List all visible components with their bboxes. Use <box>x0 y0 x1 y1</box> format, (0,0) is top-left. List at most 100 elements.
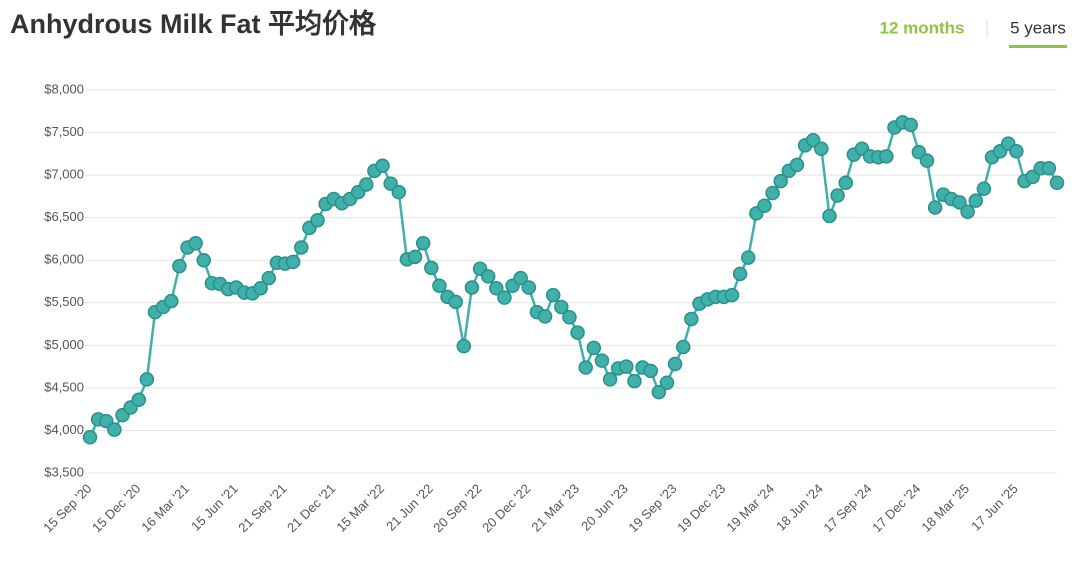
point <box>643 363 658 379</box>
x-tick-label: 18 Mar '25 <box>918 481 972 535</box>
y-tick-label: $4,500 <box>44 379 84 394</box>
chart-title: Anhydrous Milk Fat 平均价格 <box>10 9 377 39</box>
point <box>773 173 788 189</box>
y-tick-label: $6,000 <box>44 252 84 267</box>
y-tick-label: $8,000 <box>44 81 84 96</box>
tab[interactable]: 5 years <box>1010 18 1066 37</box>
point <box>196 252 212 268</box>
point <box>1041 161 1057 176</box>
point <box>562 309 577 325</box>
point <box>448 294 463 310</box>
x-tick-label: 15 Jun '21 <box>188 481 241 534</box>
point <box>1009 144 1024 159</box>
point <box>464 280 480 295</box>
y-tick-label: $7,500 <box>44 124 84 139</box>
point <box>724 287 740 303</box>
x-tick-label: 15 Sep '20 <box>40 481 94 535</box>
point <box>82 430 98 445</box>
point <box>407 249 423 265</box>
point <box>285 254 301 270</box>
x-tick-label: 20 Jun '23 <box>578 481 631 534</box>
x-tick-label: 15 Dec '20 <box>89 481 143 535</box>
x-tick-label: 15 Mar '22 <box>333 481 387 535</box>
y-tick-label: $5,500 <box>44 294 84 309</box>
point <box>586 340 602 356</box>
y-tick-label: $5,000 <box>44 337 84 352</box>
point <box>310 212 325 228</box>
point <box>1049 175 1065 191</box>
point <box>545 287 561 303</box>
point <box>570 325 585 340</box>
point <box>424 260 439 276</box>
x-tick-label: 19 Dec '23 <box>674 481 728 535</box>
point <box>651 384 667 400</box>
point <box>188 235 203 251</box>
point <box>415 235 431 251</box>
point <box>879 149 894 164</box>
point <box>627 373 642 389</box>
point <box>903 117 918 133</box>
point <box>952 195 967 210</box>
point <box>757 198 772 214</box>
x-tick-label: 21 Mar '23 <box>528 481 582 535</box>
point <box>537 309 553 324</box>
point <box>480 269 496 284</box>
point <box>131 392 147 408</box>
point <box>359 177 374 192</box>
point <box>667 356 683 372</box>
point <box>919 153 935 168</box>
point <box>107 422 122 437</box>
point <box>456 338 472 354</box>
point <box>732 266 748 282</box>
x-tick-label: 21 Jun '22 <box>383 481 436 534</box>
point <box>521 280 537 295</box>
point <box>822 208 837 224</box>
y-tick-label: $4,000 <box>44 422 84 437</box>
x-tick-label: 19 Sep '23 <box>625 481 679 535</box>
point <box>432 278 447 294</box>
x-tick-label: 17 Sep '24 <box>820 481 874 535</box>
y-tick-label: $6,500 <box>44 209 84 224</box>
point <box>139 372 155 387</box>
x-tick-label: 16 Mar '21 <box>138 481 192 535</box>
point <box>513 270 528 286</box>
point <box>814 141 829 156</box>
point <box>927 200 943 215</box>
y-tick-label: $3,500 <box>44 464 84 479</box>
point <box>594 353 610 368</box>
point <box>960 204 975 219</box>
tab[interactable]: 12 months <box>879 18 964 37</box>
y-tick-label: $7,000 <box>44 167 84 182</box>
point <box>838 175 853 191</box>
point <box>253 281 268 296</box>
x-tick-label: 17 Jun '25 <box>968 481 1021 534</box>
point <box>578 360 593 375</box>
x-tick-label: 21 Dec '21 <box>284 481 338 535</box>
point <box>684 311 699 327</box>
point <box>391 184 407 200</box>
x-tick-label: 17 Dec '24 <box>869 481 923 535</box>
point <box>261 270 277 286</box>
point <box>375 158 390 173</box>
x-tick-label: 20 Dec '22 <box>479 481 533 535</box>
point <box>830 188 845 203</box>
tab-underline <box>1009 45 1067 48</box>
point <box>659 375 675 391</box>
x-tick-label: 20 Sep '22 <box>430 481 484 535</box>
point <box>976 181 992 196</box>
point <box>554 299 569 315</box>
line <box>88 120 1059 438</box>
x-tick-label: 18 Jun '24 <box>773 481 826 534</box>
point <box>172 258 187 274</box>
point <box>765 185 780 201</box>
x-tick-label: 19 Mar '24 <box>723 481 777 535</box>
point <box>294 240 309 255</box>
point <box>740 250 756 265</box>
point <box>497 290 512 305</box>
point <box>602 372 618 387</box>
x-tick-label: 21 Sep '21 <box>235 481 289 535</box>
point <box>164 293 179 309</box>
point <box>675 339 691 355</box>
point <box>789 157 805 173</box>
